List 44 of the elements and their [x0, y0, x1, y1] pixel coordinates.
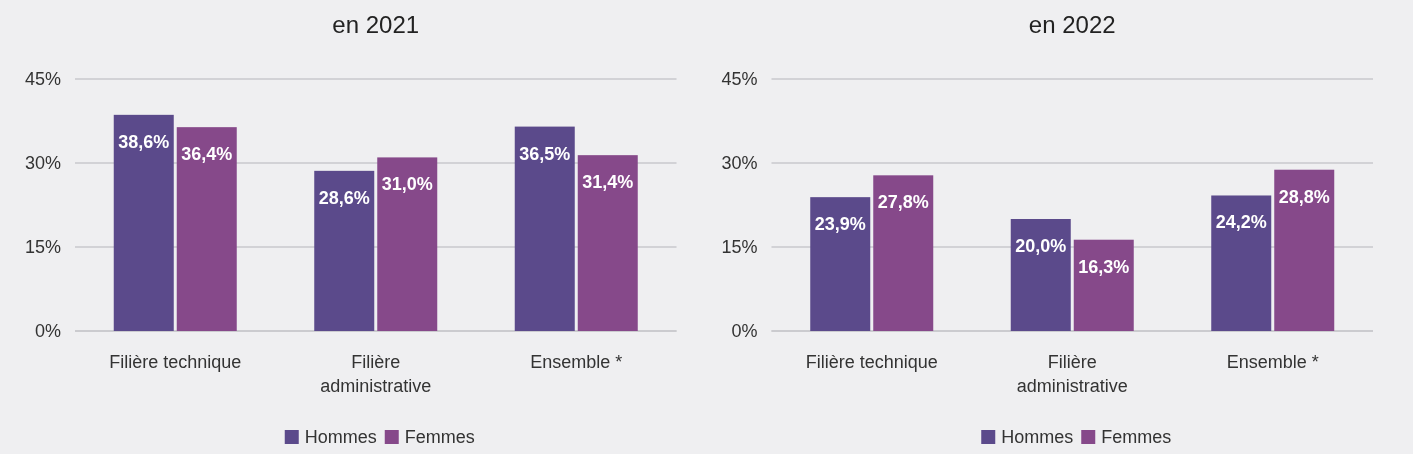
data-label: 38,6% — [118, 131, 170, 152]
bar — [514, 126, 575, 331]
bar — [377, 157, 438, 331]
legend-label: Hommes — [304, 427, 377, 447]
bar — [577, 155, 638, 331]
bar — [1211, 195, 1272, 331]
data-label: 16,3% — [1078, 256, 1130, 277]
data-label: 28,8% — [1278, 186, 1330, 207]
x-tick-label: Filière administrative — [320, 352, 432, 396]
y-tick-label: 30% — [721, 153, 758, 173]
data-label: 27,8% — [877, 192, 929, 213]
bar — [1274, 169, 1335, 331]
x-tick-label: Ensemble * — [530, 352, 623, 372]
data-label: 36,4% — [181, 144, 233, 165]
legend-label: Femmes — [1101, 427, 1172, 447]
y-tick-label: 45% — [24, 69, 61, 89]
y-tick-label: 0% — [731, 321, 758, 341]
legend-label: Femmes — [404, 427, 475, 447]
y-tick-label: 15% — [24, 237, 61, 257]
y-tick-label: 45% — [721, 69, 758, 89]
data-label: 36,5% — [519, 143, 571, 164]
bar — [314, 170, 375, 331]
legend-label: Hommes — [1001, 427, 1074, 447]
chart-title: en 2022 — [1028, 11, 1116, 38]
bar — [1010, 219, 1071, 331]
y-tick-label: 30% — [24, 153, 61, 173]
bar — [873, 175, 934, 331]
y-tick-label: 0% — [34, 321, 61, 341]
x-tick-label: Filière administrative — [1016, 352, 1128, 396]
x-tick-label: Filière technique — [109, 352, 242, 372]
data-label: 28,6% — [318, 187, 370, 208]
y-tick-label: 15% — [721, 237, 758, 257]
bar — [1073, 239, 1134, 331]
data-label: 20,0% — [1015, 236, 1067, 256]
chart-title: en 2021 — [332, 11, 420, 38]
data-label: 24,2% — [1215, 212, 1267, 233]
bar — [113, 114, 174, 331]
data-label: 23,9% — [814, 214, 866, 235]
x-tick-label: Ensemble * — [1226, 352, 1319, 372]
bar — [810, 197, 871, 331]
bar — [176, 127, 237, 331]
data-label: 31,4% — [582, 172, 634, 193]
data-label: 31,0% — [381, 174, 433, 195]
x-tick-label: Filière technique — [805, 352, 938, 372]
